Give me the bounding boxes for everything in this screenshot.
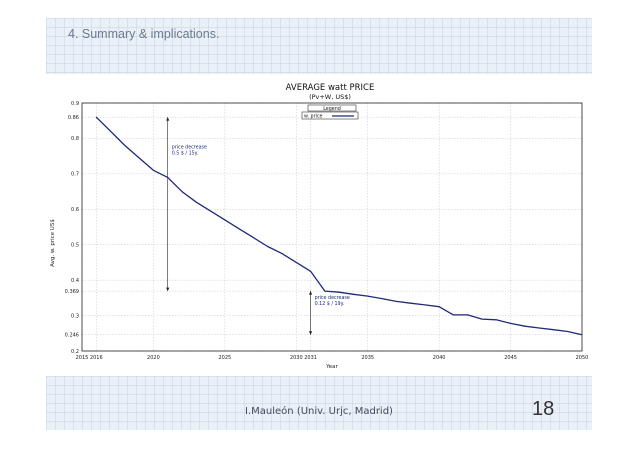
legend-entry-label: w. price: [304, 114, 323, 120]
series-layer: [95, 116, 583, 336]
page-number: 18: [532, 398, 555, 420]
annotation-arrowhead-top: [166, 117, 170, 121]
data-point: [438, 306, 440, 308]
y-tick-label: 0.369: [65, 289, 79, 295]
data-point: [395, 300, 397, 302]
annotation-text: price decrease: [172, 144, 207, 150]
y-axis-ticks: 0.2 0.246 0.3 0.369 0.4 0.5 0.6 0.7 0.8 0.86 0.9: [65, 101, 79, 355]
line-chart: AVERAGE watt PRICE (Pv+W, US$) 2015 2016 2…: [46, 78, 592, 374]
data-point: [281, 253, 283, 255]
x-tick-label: 2045: [504, 355, 517, 361]
data-point: [552, 329, 554, 331]
data-point: [95, 116, 97, 118]
legend: Legend w. price: [301, 104, 359, 120]
legend-entry-box: [301, 111, 359, 120]
data-point: [224, 219, 226, 221]
annotation-arrowhead-bottom: [166, 287, 170, 292]
x-tick-label: 2035: [361, 355, 374, 361]
x-axis-ticks: 2015 2016 2020 2025 2030 2031 2035 2040 2045 2050: [76, 355, 589, 361]
data-point: [367, 295, 369, 297]
data-point: [452, 314, 454, 316]
data-point: [495, 319, 497, 321]
data-point: [124, 145, 126, 146]
y-tick-label: 0.9: [71, 101, 79, 107]
data-point: [424, 304, 426, 306]
data-point: [567, 331, 569, 332]
x-tick-label: 2050: [576, 355, 589, 361]
data-point: [181, 191, 183, 193]
y-tick-label: 0.6: [71, 207, 79, 213]
data-point: [338, 291, 340, 293]
data-point: [238, 228, 240, 230]
chart-subtitle: (Pv+W, US$): [309, 93, 351, 101]
annotation-text: 0.5 $ / 15y.: [172, 150, 199, 156]
plot-frame: [81, 102, 583, 352]
footer-band: [46, 376, 592, 430]
annotation-text: price decrease: [315, 295, 350, 301]
x-axis-label: Year: [325, 364, 338, 370]
chart-title: AVERAGE watt PRICE: [286, 83, 375, 93]
data-point: [110, 130, 112, 132]
data-point: [510, 322, 512, 324]
data-point: [581, 334, 583, 336]
data-point: [481, 318, 483, 320]
x-tick-label: 2031: [304, 355, 317, 361]
data-point: [538, 327, 540, 329]
data-point: [352, 293, 354, 295]
data-point: [410, 302, 412, 304]
x-tick-label: 2016: [90, 355, 103, 361]
data-point: [524, 325, 526, 327]
data-point: [152, 169, 154, 171]
annotation-arrowhead-top: [308, 291, 313, 295]
x-tick-label: 2015: [76, 355, 89, 361]
chart-background: [46, 78, 592, 374]
x-tick-label: 2030: [290, 355, 303, 361]
x-tick-label: 2040: [433, 355, 446, 361]
data-point: [195, 201, 197, 203]
y-tick-label: 0.86: [68, 115, 79, 121]
annotation-text: 0.12 $ / 19y.: [315, 301, 345, 307]
legend-title-box: [307, 104, 357, 112]
footer-author: I.Mauleón (Univ. Urjc, Madrid): [245, 406, 393, 417]
x-tick-label: 2020: [147, 355, 160, 361]
data-point: [310, 270, 312, 272]
data-point: [295, 261, 297, 263]
annotation-arrowhead-bottom: [308, 331, 313, 335]
x-tick-label: 2025: [218, 355, 231, 361]
title-band: [46, 18, 592, 74]
y-tick-label: 0.8: [71, 136, 79, 142]
slide-title: 4. Summary & implications.: [68, 27, 220, 41]
data-point: [381, 298, 383, 300]
y-tick-label: 0.7: [71, 172, 79, 178]
data-point: [210, 210, 212, 212]
legend-title: Legend: [323, 106, 341, 112]
data-point: [324, 290, 326, 292]
y-tick-label: 0.246: [65, 333, 79, 339]
y-tick-label: 0.4: [71, 278, 79, 284]
data-point: [138, 157, 140, 159]
y-tick-label: 0.3: [71, 313, 79, 319]
y-axis-label: Avg. w. price US$: [50, 219, 56, 267]
data-point: [467, 314, 469, 316]
y-tick-label: 0.5: [71, 243, 79, 249]
y-tick-label: 0.2: [71, 349, 79, 355]
data-point: [267, 246, 269, 247]
data-point: [252, 237, 254, 239]
